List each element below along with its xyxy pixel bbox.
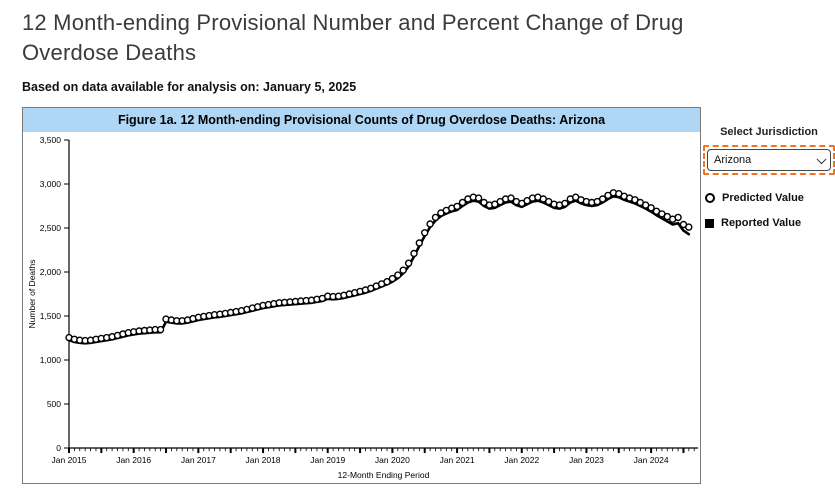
figure-header: Figure 1a. 12 Month-ending Provisional C… bbox=[23, 108, 700, 132]
jurisdiction-select[interactable]: Arizona bbox=[707, 149, 831, 171]
svg-text:Jan 2022: Jan 2022 bbox=[504, 455, 539, 465]
svg-text:Jan 2023: Jan 2023 bbox=[569, 455, 604, 465]
jurisdiction-select-focus-ring: Arizona bbox=[703, 145, 835, 175]
legend-label-reported: Reported Value bbox=[721, 217, 802, 229]
legend-item-predicted: Predicted Value bbox=[705, 192, 835, 204]
svg-text:Jan 2017: Jan 2017 bbox=[181, 455, 216, 465]
svg-text:Jan 2015: Jan 2015 bbox=[52, 455, 87, 465]
legend-item-reported: Reported Value bbox=[705, 217, 835, 229]
svg-text:2,000: 2,000 bbox=[40, 267, 62, 277]
svg-text:Jan 2018: Jan 2018 bbox=[246, 455, 281, 465]
legend-label-predicted: Predicted Value bbox=[722, 192, 804, 204]
svg-text:Jan 2021: Jan 2021 bbox=[440, 455, 475, 465]
y-axis-label: Number of Deaths bbox=[27, 260, 37, 329]
svg-text:1,000: 1,000 bbox=[40, 355, 62, 365]
sidebar: Select Jurisdiction Arizona Predicted Va… bbox=[703, 126, 835, 242]
svg-text:1,500: 1,500 bbox=[40, 311, 62, 321]
overdose-deaths-chart: 0 500 1,000 1,500 2,000 2,500 3,000 3,500 Jan 20… bbox=[27, 135, 698, 480]
open-circle-icon bbox=[705, 193, 715, 203]
filled-square-icon bbox=[705, 218, 714, 228]
svg-text:Jan 2016: Jan 2016 bbox=[116, 455, 151, 465]
svg-text:Jan 2020: Jan 2020 bbox=[375, 455, 410, 465]
jurisdiction-label: Select Jurisdiction bbox=[720, 126, 818, 138]
svg-text:2,500: 2,500 bbox=[40, 223, 62, 233]
x-axis-label: 12-Month Ending Period bbox=[338, 470, 430, 480]
svg-text:Jan 2024: Jan 2024 bbox=[634, 455, 669, 465]
svg-text:0: 0 bbox=[56, 443, 61, 453]
svg-text:3,000: 3,000 bbox=[40, 179, 62, 189]
svg-text:Jan 2019: Jan 2019 bbox=[310, 455, 345, 465]
svg-text:500: 500 bbox=[47, 399, 61, 409]
chart-area: 0 500 1,000 1,500 2,000 2,500 3,000 3,500 Jan 20… bbox=[23, 132, 700, 483]
svg-text:3,500: 3,500 bbox=[40, 135, 62, 145]
analysis-date-subtitle: Based on data available for analysis on:… bbox=[22, 80, 357, 94]
chart-legend: Predicted Value Reported Value bbox=[703, 192, 835, 229]
figure-panel: Figure 1a. 12 Month-ending Provisional C… bbox=[22, 107, 701, 484]
page-title: 12 Month-ending Provisional Number and P… bbox=[22, 10, 684, 65]
